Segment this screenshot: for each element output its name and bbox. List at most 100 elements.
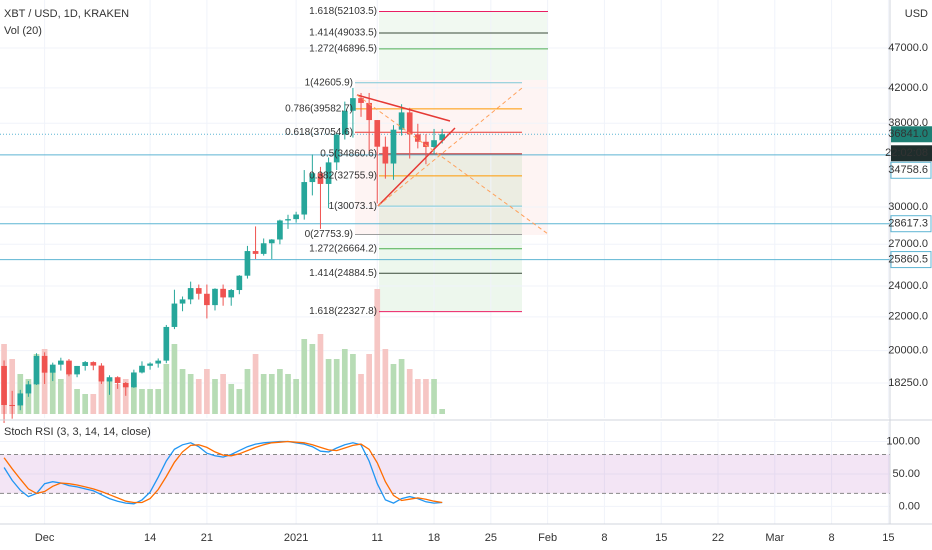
- candle-body: [228, 290, 235, 298]
- volume-bar: [155, 389, 162, 414]
- candle-body: [293, 214, 299, 220]
- candle-body: [204, 293, 210, 306]
- projection-line: [377, 87, 523, 207]
- line-price-box: [890, 215, 932, 233]
- countdown-label: 22:02:08: [885, 147, 928, 159]
- volume-bar: [325, 359, 332, 414]
- candle-body: [414, 134, 421, 142]
- volume-bar: [374, 289, 381, 414]
- volume-bar: [390, 364, 397, 414]
- candle-body: [244, 251, 251, 276]
- line-price-label: 28617.3: [888, 218, 928, 230]
- volume-bar: [366, 354, 372, 414]
- x-tick-label: 25: [485, 532, 497, 544]
- fib-label: 0.786(39582.7): [285, 103, 353, 114]
- background-layer: [0, 0, 890, 524]
- fib-label: 1.272(26664.2): [309, 243, 377, 254]
- volume-bar: [122, 379, 129, 414]
- y-tick-label: 18250.0: [888, 377, 928, 389]
- volume-bar: [431, 379, 437, 414]
- last-price-box: [891, 126, 932, 143]
- volume-bar: [228, 384, 235, 414]
- candle-body: [25, 384, 32, 394]
- candle-body: [382, 146, 389, 164]
- volume-bar: [406, 369, 413, 414]
- volume-bar: [317, 334, 324, 414]
- volume-bar: [277, 369, 283, 414]
- volume-bar: [98, 374, 105, 414]
- line-price-box: [890, 251, 932, 269]
- fib-label: 0.618(37054.6): [285, 127, 353, 138]
- candle-body: [187, 288, 194, 300]
- candle-body: [317, 173, 324, 184]
- volume-bar: [244, 369, 251, 414]
- volume-bar: [179, 369, 186, 414]
- candle-body: [341, 110, 348, 135]
- x-tick-label: 15: [655, 532, 667, 544]
- volume-bar: [90, 394, 97, 414]
- candle-body: [74, 365, 80, 375]
- volume-bar: [382, 349, 389, 414]
- x-tick-label: Feb: [538, 532, 557, 544]
- x-tick-label: Mar: [765, 532, 784, 544]
- y-tick-label: 47000.0: [888, 42, 928, 54]
- projection-line: [356, 94, 549, 235]
- candle-body: [374, 120, 381, 147]
- candle-body: [285, 219, 291, 221]
- candle-body: [41, 355, 48, 373]
- volume-bar: [74, 389, 80, 414]
- fib-label: 0.5(34860.6): [320, 148, 377, 159]
- x-tick-label: 8: [829, 532, 835, 544]
- volume-bar: [252, 354, 259, 414]
- volume-bar: [66, 374, 72, 414]
- volume-bar: [260, 374, 267, 414]
- x-tick-label: 2021: [284, 532, 308, 544]
- volume-bar: [187, 374, 194, 414]
- candle-body: [163, 326, 170, 361]
- candle-body: [1, 365, 7, 406]
- candle-body: [171, 303, 178, 327]
- candle-body: [212, 288, 218, 306]
- line-price-label: 34758.6: [888, 164, 928, 176]
- currency-label: USD: [905, 8, 928, 20]
- candle-body: [90, 362, 97, 366]
- candle-body: [82, 362, 89, 366]
- fib-label: 1.414(24884.5): [309, 268, 377, 279]
- volume-bar: [268, 374, 275, 414]
- candle-body: [260, 243, 267, 254]
- candle-body: [423, 141, 429, 148]
- candle-body: [406, 112, 413, 135]
- candle-body: [431, 140, 437, 148]
- y-tick-label: 22000.0: [888, 311, 928, 323]
- volume-bar: [195, 379, 202, 414]
- drawings: [356, 87, 549, 235]
- fib-label: 1(30073.1): [329, 201, 377, 212]
- y-tick-label: 20000.0: [888, 344, 928, 356]
- volume-bar: [9, 359, 16, 414]
- candle-body: [236, 275, 243, 291]
- volume-bar: [147, 389, 153, 414]
- fib-label: 1.272(46896.5): [309, 43, 377, 54]
- volume-bar: [114, 384, 121, 414]
- volume-bar: [82, 394, 89, 414]
- price-axis: [890, 0, 932, 550]
- stoch-line: [3, 440, 443, 504]
- stoch-band: [0, 454, 890, 494]
- candle-body: [398, 112, 405, 130]
- candle-body: [66, 360, 72, 375]
- volume-bar: [414, 379, 421, 414]
- candle-body: [252, 251, 259, 254]
- candle-body: [390, 129, 397, 164]
- volume-bar: [398, 359, 405, 414]
- trendline: [356, 94, 451, 122]
- volume-bar: [49, 369, 56, 414]
- volume-bar: [293, 379, 299, 414]
- symbol-title: XBT / USD, 1D, KRAKEN: [4, 8, 129, 20]
- volume-bar: [350, 354, 356, 414]
- candle-body: [17, 393, 24, 406]
- candle-body: [195, 288, 202, 294]
- volume-title: Vol (20): [4, 25, 42, 37]
- candle-body: [333, 134, 340, 163]
- fib-label: 0(27753.9): [305, 229, 353, 240]
